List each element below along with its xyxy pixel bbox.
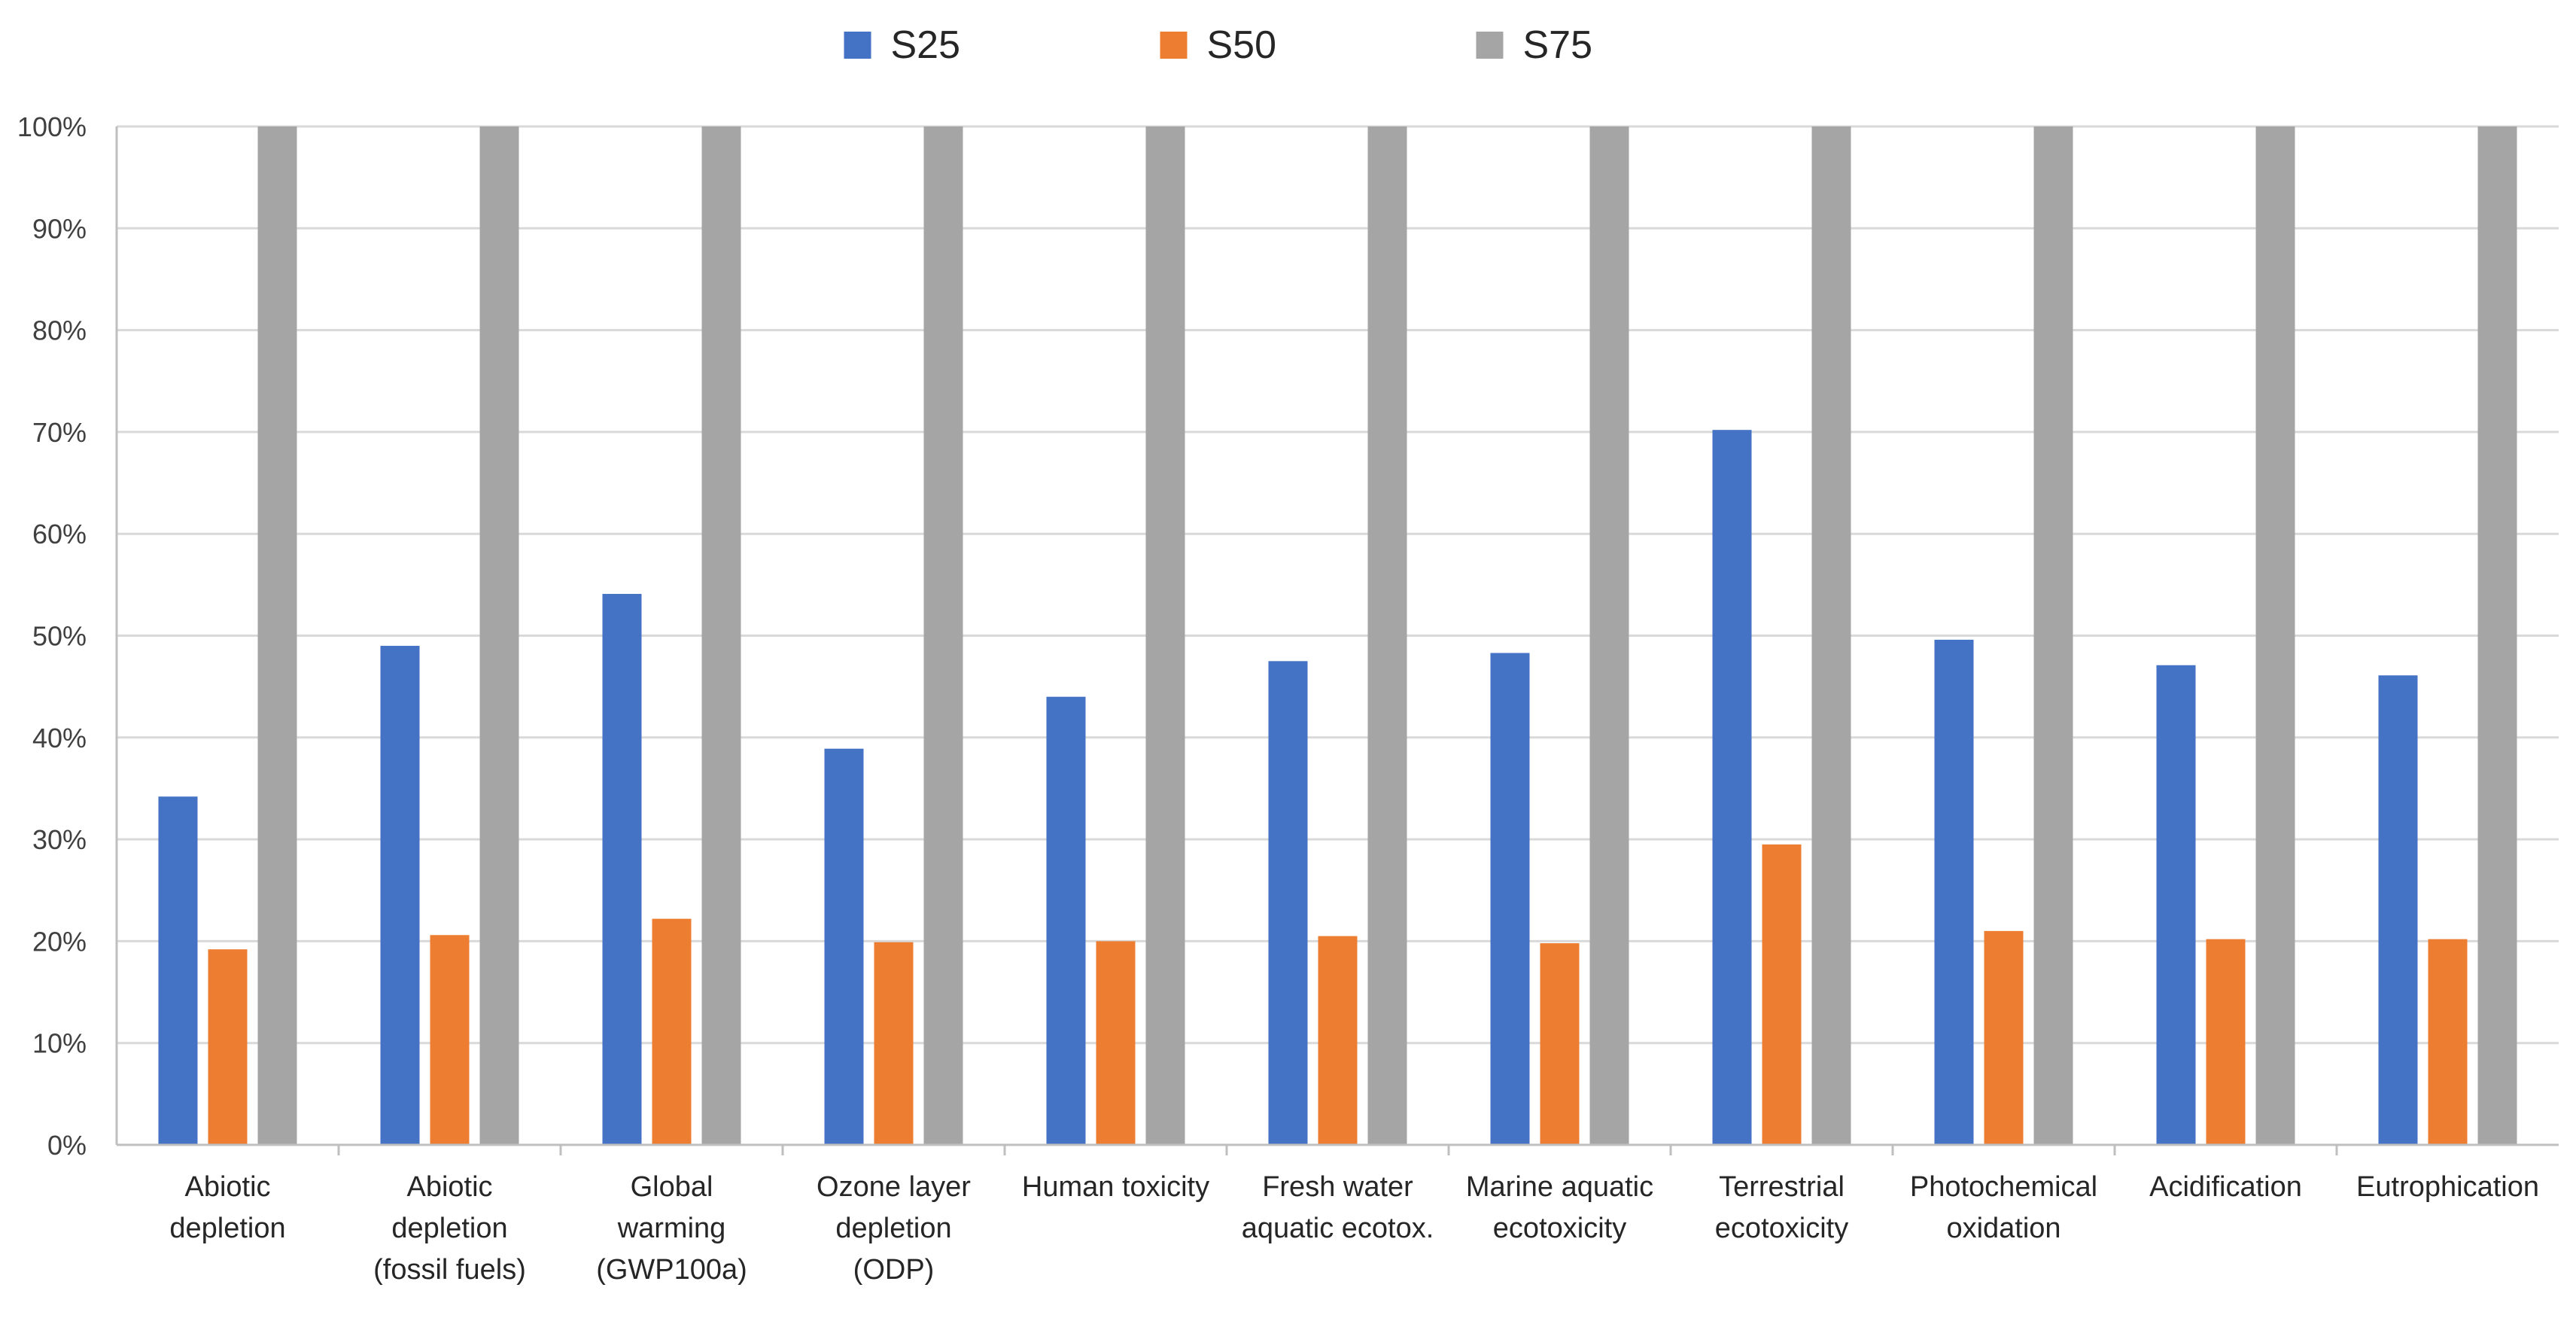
- x-category-label: Photochemical oxidation: [1910, 1171, 2097, 1244]
- bar-s50-1: [430, 935, 470, 1145]
- x-category-label: Acidification: [2149, 1171, 2302, 1203]
- x-category-label-line: (ODP): [853, 1254, 935, 1286]
- bar-s75-10: [2477, 126, 2517, 1145]
- y-tick-label: 100%: [17, 111, 87, 142]
- x-category-label-line: (GWP100a): [596, 1254, 747, 1286]
- legend-label: S25: [891, 23, 961, 67]
- legend-label: S50: [1207, 23, 1277, 67]
- bar-s25-1: [380, 646, 420, 1145]
- bar-s75-6: [1589, 126, 1629, 1145]
- x-category-label-line: Global: [631, 1171, 713, 1203]
- bar-s25-8: [1934, 639, 1974, 1145]
- bar-s50-2: [652, 918, 692, 1145]
- x-category-label: Human toxicity: [1022, 1171, 1209, 1203]
- legend-swatch: [1476, 32, 1504, 59]
- legend-item-s50: S50: [1160, 23, 1277, 67]
- x-category-label-line: (fossil fuels): [373, 1254, 526, 1286]
- bar-s50-9: [2206, 939, 2246, 1145]
- bar-s75-7: [1811, 126, 1851, 1145]
- y-tick-label: 10%: [32, 1028, 87, 1059]
- bar-s50-0: [208, 949, 248, 1145]
- x-category-label-line: Eutrophication: [2356, 1171, 2539, 1203]
- bar-s50-10: [2428, 939, 2468, 1145]
- bar-s25-2: [602, 594, 642, 1145]
- x-category-label-line: Abiotic: [184, 1171, 270, 1203]
- axes: 0% 10% 20% 30% 40% 50% 60% 70% 80% 90% 100% Abiotic…: [17, 111, 2559, 1286]
- bar-s25-0: [158, 796, 198, 1145]
- x-category-label: Eutrophication: [2356, 1171, 2539, 1203]
- x-category-label-line: Human toxicity: [1022, 1171, 1209, 1203]
- legend: S25 S50 S75: [844, 23, 1593, 67]
- bar-s25-4: [1046, 696, 1086, 1145]
- bar-s75-9: [2255, 126, 2295, 1145]
- y-tick-label: 90%: [32, 213, 87, 244]
- bar-s25-7: [1712, 430, 1752, 1145]
- bar-s50-8: [1984, 930, 2024, 1145]
- x-category-label: Global warming (GWP100a): [596, 1171, 747, 1286]
- bar-s25-5: [1268, 661, 1308, 1145]
- bar-s75-4: [1145, 126, 1185, 1145]
- x-category-label: Ozone layer depletion (ODP): [817, 1171, 971, 1286]
- x-category-label-line: Terrestrial: [1719, 1171, 1845, 1203]
- bar-s75-2: [701, 126, 741, 1145]
- y-tick-label: 0%: [47, 1130, 87, 1161]
- legend-item-s25: S25: [844, 23, 961, 67]
- x-category-label-line: depletion: [169, 1213, 285, 1244]
- bar-s75-3: [923, 126, 963, 1145]
- x-category-label: Abiotic depletion (fossil fuels): [373, 1171, 526, 1286]
- x-category-label-line: depletion: [835, 1213, 951, 1244]
- x-category-label-line: Ozone layer: [817, 1171, 971, 1203]
- x-category-label-line: Abiotic: [406, 1171, 492, 1203]
- x-category-label-line: depletion: [391, 1213, 507, 1244]
- bar-s25-10: [2378, 675, 2418, 1145]
- bar-s25-3: [824, 748, 864, 1145]
- bar-s50-7: [1762, 844, 1802, 1145]
- legend-swatch: [844, 32, 871, 59]
- bar-s50-3: [874, 942, 914, 1145]
- x-category-label-line: Fresh water: [1262, 1171, 1413, 1203]
- x-category-label: Fresh water aquatic ecotox.: [1242, 1171, 1434, 1244]
- legend-item-s75: S75: [1476, 23, 1593, 67]
- x-category-label-line: warming: [617, 1213, 726, 1244]
- y-tick-label: 40%: [32, 723, 87, 753]
- y-tick-label: 70%: [32, 417, 87, 448]
- bar-s25-9: [2156, 665, 2196, 1145]
- bar-s75-1: [479, 126, 519, 1145]
- x-category-label-line: ecotoxicity: [1493, 1213, 1626, 1244]
- x-category-label-line: oxidation: [1946, 1213, 2060, 1244]
- bar-s50-4: [1096, 941, 1136, 1145]
- bar-s50-5: [1318, 936, 1358, 1145]
- legend-swatch: [1160, 32, 1188, 59]
- x-category-label-line: aquatic ecotox.: [1242, 1213, 1434, 1244]
- bar-s75-5: [1367, 126, 1407, 1145]
- x-category-label-line: ecotoxicity: [1715, 1213, 1848, 1244]
- x-category-label: Abiotic depletion: [169, 1171, 285, 1244]
- x-category-label-line: Photochemical: [1910, 1171, 2097, 1203]
- legend-label: S75: [1523, 23, 1593, 67]
- bars: [158, 126, 2517, 1145]
- y-tick-label: 30%: [32, 824, 87, 855]
- y-tick-label: 20%: [32, 926, 87, 957]
- x-category-label-line: Marine aquatic: [1466, 1171, 1653, 1203]
- y-tick-label: 50%: [32, 621, 87, 652]
- bar-s50-6: [1540, 943, 1580, 1145]
- bar-s75-8: [2033, 126, 2073, 1145]
- y-tick-label: 80%: [32, 315, 87, 346]
- bar-s25-6: [1490, 653, 1530, 1145]
- y-tick-label: 60%: [32, 519, 87, 549]
- x-category-label: Marine aquatic ecotoxicity: [1466, 1171, 1653, 1244]
- bar-s75-0: [257, 126, 297, 1145]
- x-category-label: Terrestrial ecotoxicity: [1715, 1171, 1848, 1244]
- x-category-label-line: Acidification: [2149, 1171, 2302, 1203]
